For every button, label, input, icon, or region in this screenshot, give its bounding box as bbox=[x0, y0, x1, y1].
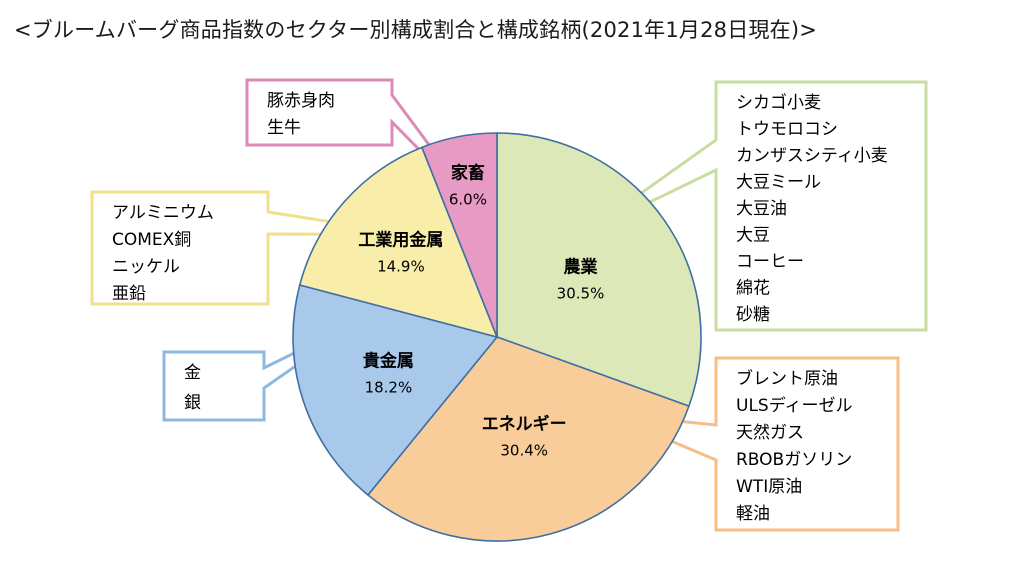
slice-1-label: 農業 bbox=[564, 256, 598, 277]
slice-5-wedge bbox=[421, 132, 498, 338]
slice-3-component-2: 銀 bbox=[184, 393, 201, 413]
chart-title: <ブルームバーグ商品指数のセクター別構成割合と構成銘柄(2021年1月28日現在… bbox=[14, 18, 818, 42]
slice-1-wedge bbox=[496, 132, 702, 407]
slice-1-component-9: 砂糖 bbox=[736, 305, 770, 325]
slice-2-component-4: RBOBガソリン bbox=[736, 450, 852, 470]
slice-1-component-8: 綿花 bbox=[736, 279, 770, 299]
slice-4-wedge bbox=[298, 146, 498, 338]
slice-1-value: 30.5% bbox=[557, 284, 605, 302]
slice-5-component-2: 生牛 bbox=[267, 118, 301, 138]
slice-2-component-6: 軽油 bbox=[736, 504, 770, 524]
slice-3-label: 貴金属 bbox=[363, 350, 414, 371]
slice-1-callout-box bbox=[582, 80, 928, 332]
slice-2-component-5: WTI原油 bbox=[736, 477, 802, 497]
slice-4-label: 工業用金属 bbox=[358, 230, 443, 251]
label-layer: 農業 30.5% エネルギー 30.4% 貴金属 18.2% 工業用金属 14.9% 家畜 6.0… bbox=[358, 163, 604, 460]
slice-1-component-1: シカゴ小麦 bbox=[736, 92, 821, 113]
slice-1-component-6: 大豆 bbox=[736, 226, 770, 246]
slice-4-value: 14.9% bbox=[377, 258, 425, 276]
slice-1-component-5: 大豆油 bbox=[736, 199, 787, 219]
slice-4-component-4: 亜鉛 bbox=[112, 284, 146, 304]
slice-2-component-3: 天然ガス bbox=[736, 423, 804, 443]
slice-2-component-2: ULSディーゼル bbox=[736, 395, 853, 416]
slice-3-value: 18.2% bbox=[365, 378, 413, 396]
slice-3-component-1: 金 bbox=[184, 363, 201, 383]
slice-3-wedge bbox=[292, 284, 498, 496]
slice-1-component-7: コーヒー bbox=[736, 252, 804, 272]
slice-1-component-2: トウモロコシ bbox=[736, 120, 838, 140]
slice-2-component-1: ブレント原油 bbox=[736, 368, 838, 389]
slice-2-wedge bbox=[367, 336, 690, 542]
slice-4-component-2: COMEX銅 bbox=[112, 230, 191, 250]
slice-4-component-1: アルミニウム bbox=[112, 203, 214, 223]
slice-1-component-4: 大豆ミール bbox=[736, 173, 821, 193]
slice-2-value: 30.4% bbox=[500, 441, 548, 459]
slice-5-component-1: 豚赤身肉 bbox=[267, 91, 335, 111]
slice-2-label: エネルギー bbox=[482, 414, 567, 434]
slice-2-callout-box bbox=[606, 356, 900, 532]
slice-5-label: 家畜 bbox=[451, 163, 485, 184]
slice-layer bbox=[292, 132, 702, 542]
slice-4-component-3: ニッケル bbox=[112, 257, 180, 277]
slice-1-component-3: カンザスシティ小麦 bbox=[736, 146, 888, 166]
slice-5-value: 6.0% bbox=[449, 191, 487, 209]
